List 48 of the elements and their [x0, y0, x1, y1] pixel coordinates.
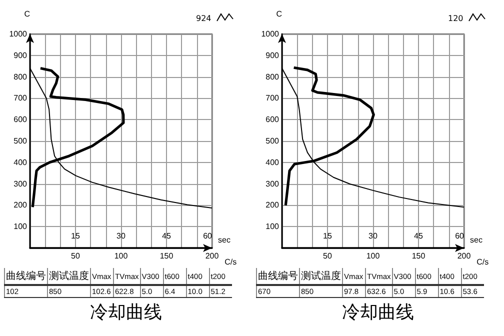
y-tick-label: 200: [14, 200, 28, 210]
y-tick-label: 900: [266, 50, 280, 60]
y-tick-label: 300: [14, 179, 28, 188]
x-tick-label: 45: [414, 232, 424, 240]
x2-tick-label: 200: [457, 252, 472, 260]
y-tick-label: 800: [266, 72, 280, 82]
y-tick-label: 200: [266, 200, 280, 210]
y-tick-label: 500: [266, 136, 280, 146]
x2-tick-label: 50: [71, 252, 80, 260]
x-tick-label: 45: [162, 232, 172, 240]
y-tick-label: 1000: [261, 30, 280, 38]
x-axis-title: sec: [218, 236, 230, 244]
x-tick-label: 30: [368, 232, 378, 240]
text: 曲线编号: [256, 268, 300, 285]
x2-tick-label: 200: [205, 252, 220, 260]
text: 测试温度: [48, 268, 90, 285]
x-tick-label: 15: [323, 232, 332, 240]
x-tick-label: 30: [116, 232, 126, 240]
x2-axis-title: C/s: [224, 258, 237, 266]
text: 测试温度: [300, 268, 342, 285]
text: 冷却曲线: [89, 301, 163, 324]
y-tick-label: 700: [14, 94, 28, 103]
y-tick-label: 400: [14, 158, 28, 167]
x2-tick-label: 150: [160, 252, 174, 260]
y-tick-label: 600: [266, 115, 280, 124]
y-tick-label: 700: [266, 94, 280, 103]
text: 冷却曲线: [341, 301, 415, 324]
x-tick-label: 15: [71, 232, 80, 240]
y-tick-label: 400: [266, 158, 280, 167]
x2-axis-title: C/s: [476, 258, 489, 266]
y-tick-label: 100: [266, 222, 280, 232]
text: 924: [196, 14, 212, 23]
y-axis-title: C: [24, 10, 30, 18]
y-tick-label: 300: [266, 179, 280, 188]
x2-tick-label: 100: [114, 252, 128, 260]
y-tick-label: 800: [14, 72, 28, 82]
x2-tick-label: 150: [412, 252, 426, 260]
x2-tick-label: 100: [366, 252, 380, 260]
x-axis-title: sec: [470, 236, 482, 244]
y-tick-label: 600: [14, 115, 28, 124]
text: 120: [448, 14, 464, 23]
y-tick-label: 1000: [9, 30, 28, 38]
text: 曲线编号: [4, 268, 48, 285]
y-tick-label: 900: [14, 50, 28, 60]
y-axis-title: C: [276, 10, 282, 18]
x2-tick-label: 50: [323, 252, 332, 260]
y-tick-label: 500: [14, 136, 28, 146]
y-tick-label: 100: [14, 222, 28, 232]
